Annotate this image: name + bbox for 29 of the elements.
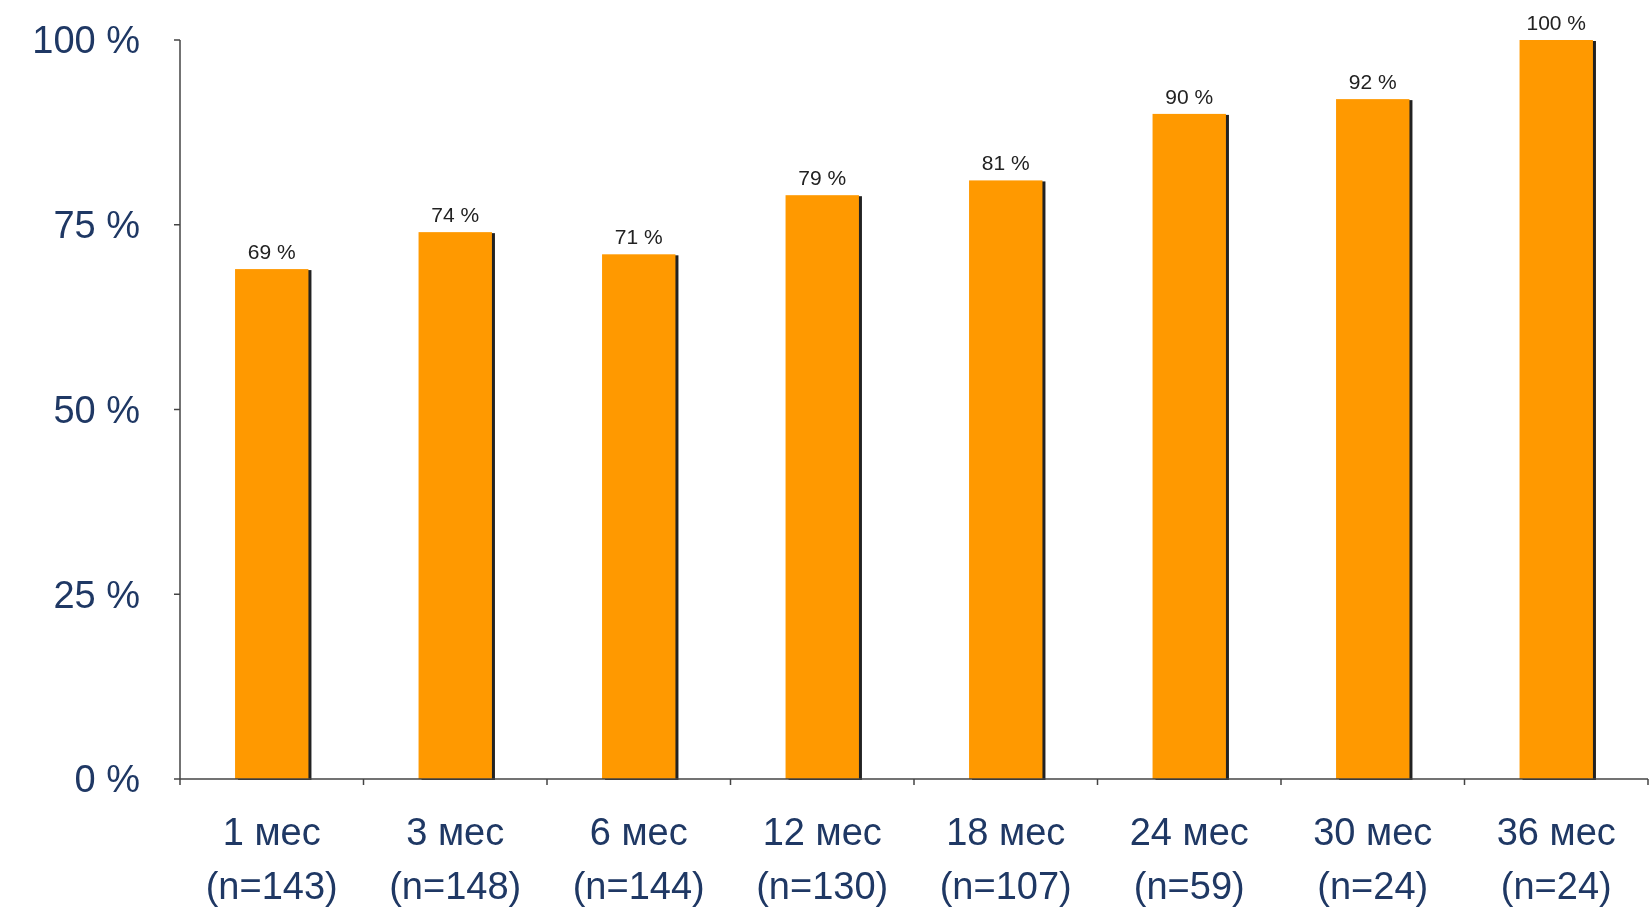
bar (1519, 40, 1593, 779)
x-tick-label: 18 мес (n=107) (939, 811, 1072, 907)
bar (602, 254, 676, 779)
x-tick-label: 30 мес (n=24) (1313, 811, 1433, 907)
data-label: 81 % (981, 151, 1030, 175)
y-tick-label: 100 % (32, 19, 140, 62)
y-tick-label: 50 % (53, 388, 140, 431)
data-label: 69 % (247, 240, 296, 264)
bar (235, 269, 309, 779)
bar (969, 180, 1043, 779)
data-label: 74 % (431, 203, 480, 227)
y-tick-label: 75 % (53, 204, 140, 247)
data-label: 92 % (1348, 70, 1397, 94)
x-tick-label: 6 мес (n=144) (572, 811, 705, 907)
bar (418, 232, 492, 779)
x-tick-label: 1 мес (n=143) (205, 811, 338, 907)
data-label: 100 % (1526, 11, 1587, 34)
bar (1336, 99, 1410, 779)
data-label: 90 % (1165, 84, 1214, 108)
y-tick-label: 25 % (53, 573, 140, 616)
bar (785, 195, 859, 779)
data-label: 71 % (614, 225, 663, 249)
x-tick-label: 24 мес (n=59) (1129, 811, 1249, 907)
x-tick-label: 3 мес (n=148) (389, 811, 522, 907)
bar (1152, 113, 1226, 779)
y-tick-label: 0 % (74, 758, 140, 801)
data-label: 79 % (798, 166, 847, 190)
x-tick-label: 12 мес (n=130) (756, 811, 889, 907)
x-tick-label: 36 мес (n=24) (1496, 811, 1616, 907)
